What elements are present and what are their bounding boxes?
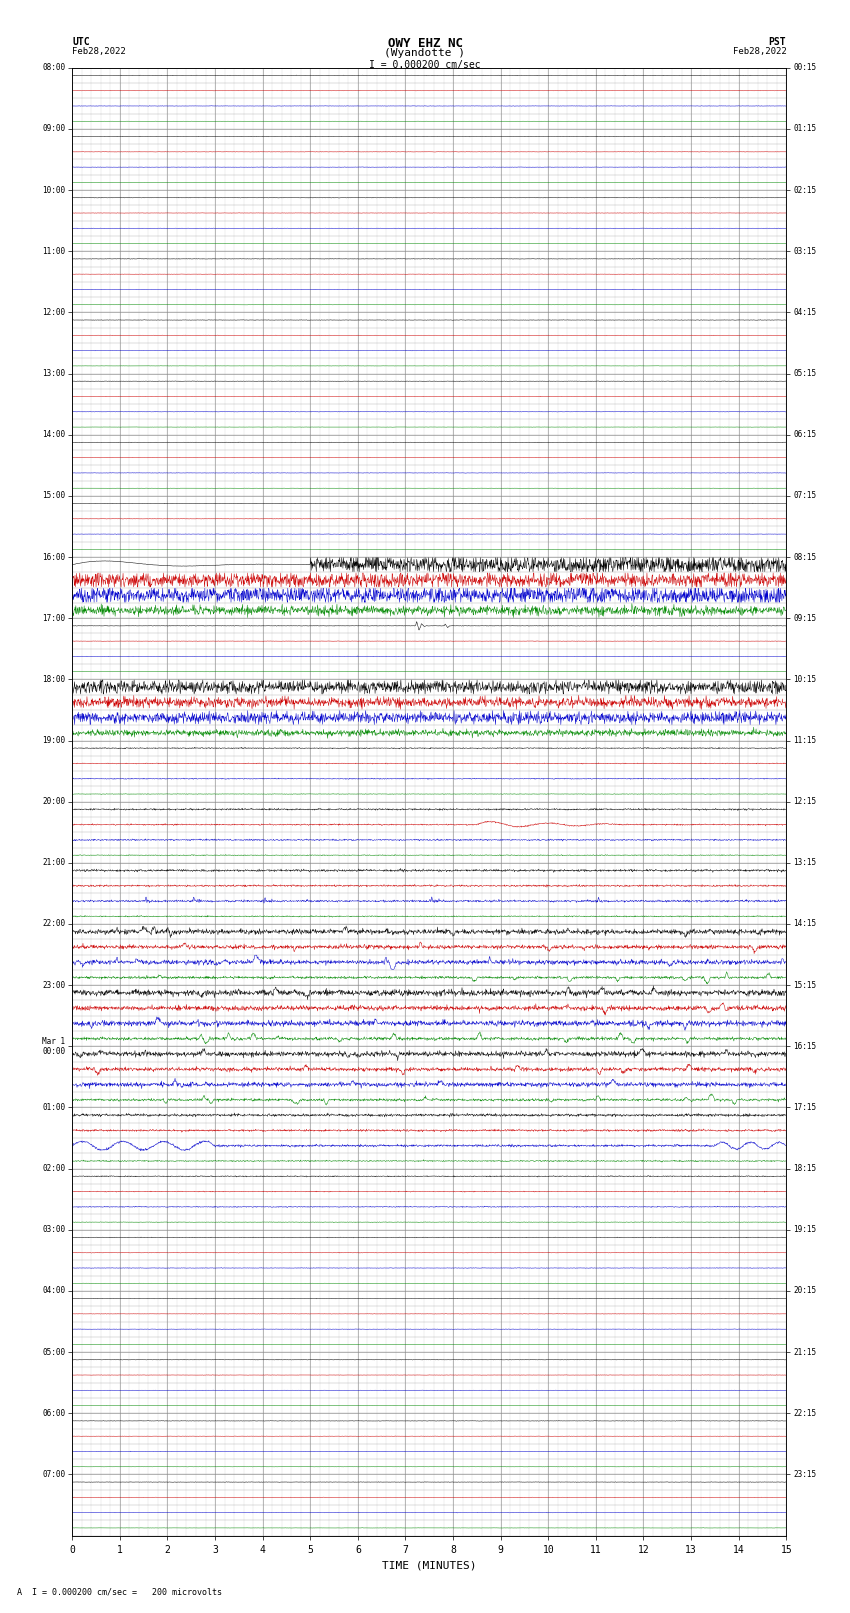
Text: OWY EHZ NC: OWY EHZ NC [388,37,462,50]
X-axis label: TIME (MINUTES): TIME (MINUTES) [382,1560,477,1569]
Text: Feb28,2022: Feb28,2022 [733,47,786,56]
Text: A  I = 0.000200 cm/sec =   200 microvolts: A I = 0.000200 cm/sec = 200 microvolts [17,1587,222,1597]
Text: Feb28,2022: Feb28,2022 [72,47,126,56]
Text: (Wyandotte ): (Wyandotte ) [384,48,466,58]
Text: PST: PST [768,37,786,47]
Text: I = 0.000200 cm/sec: I = 0.000200 cm/sec [369,60,481,69]
Text: UTC: UTC [72,37,90,47]
